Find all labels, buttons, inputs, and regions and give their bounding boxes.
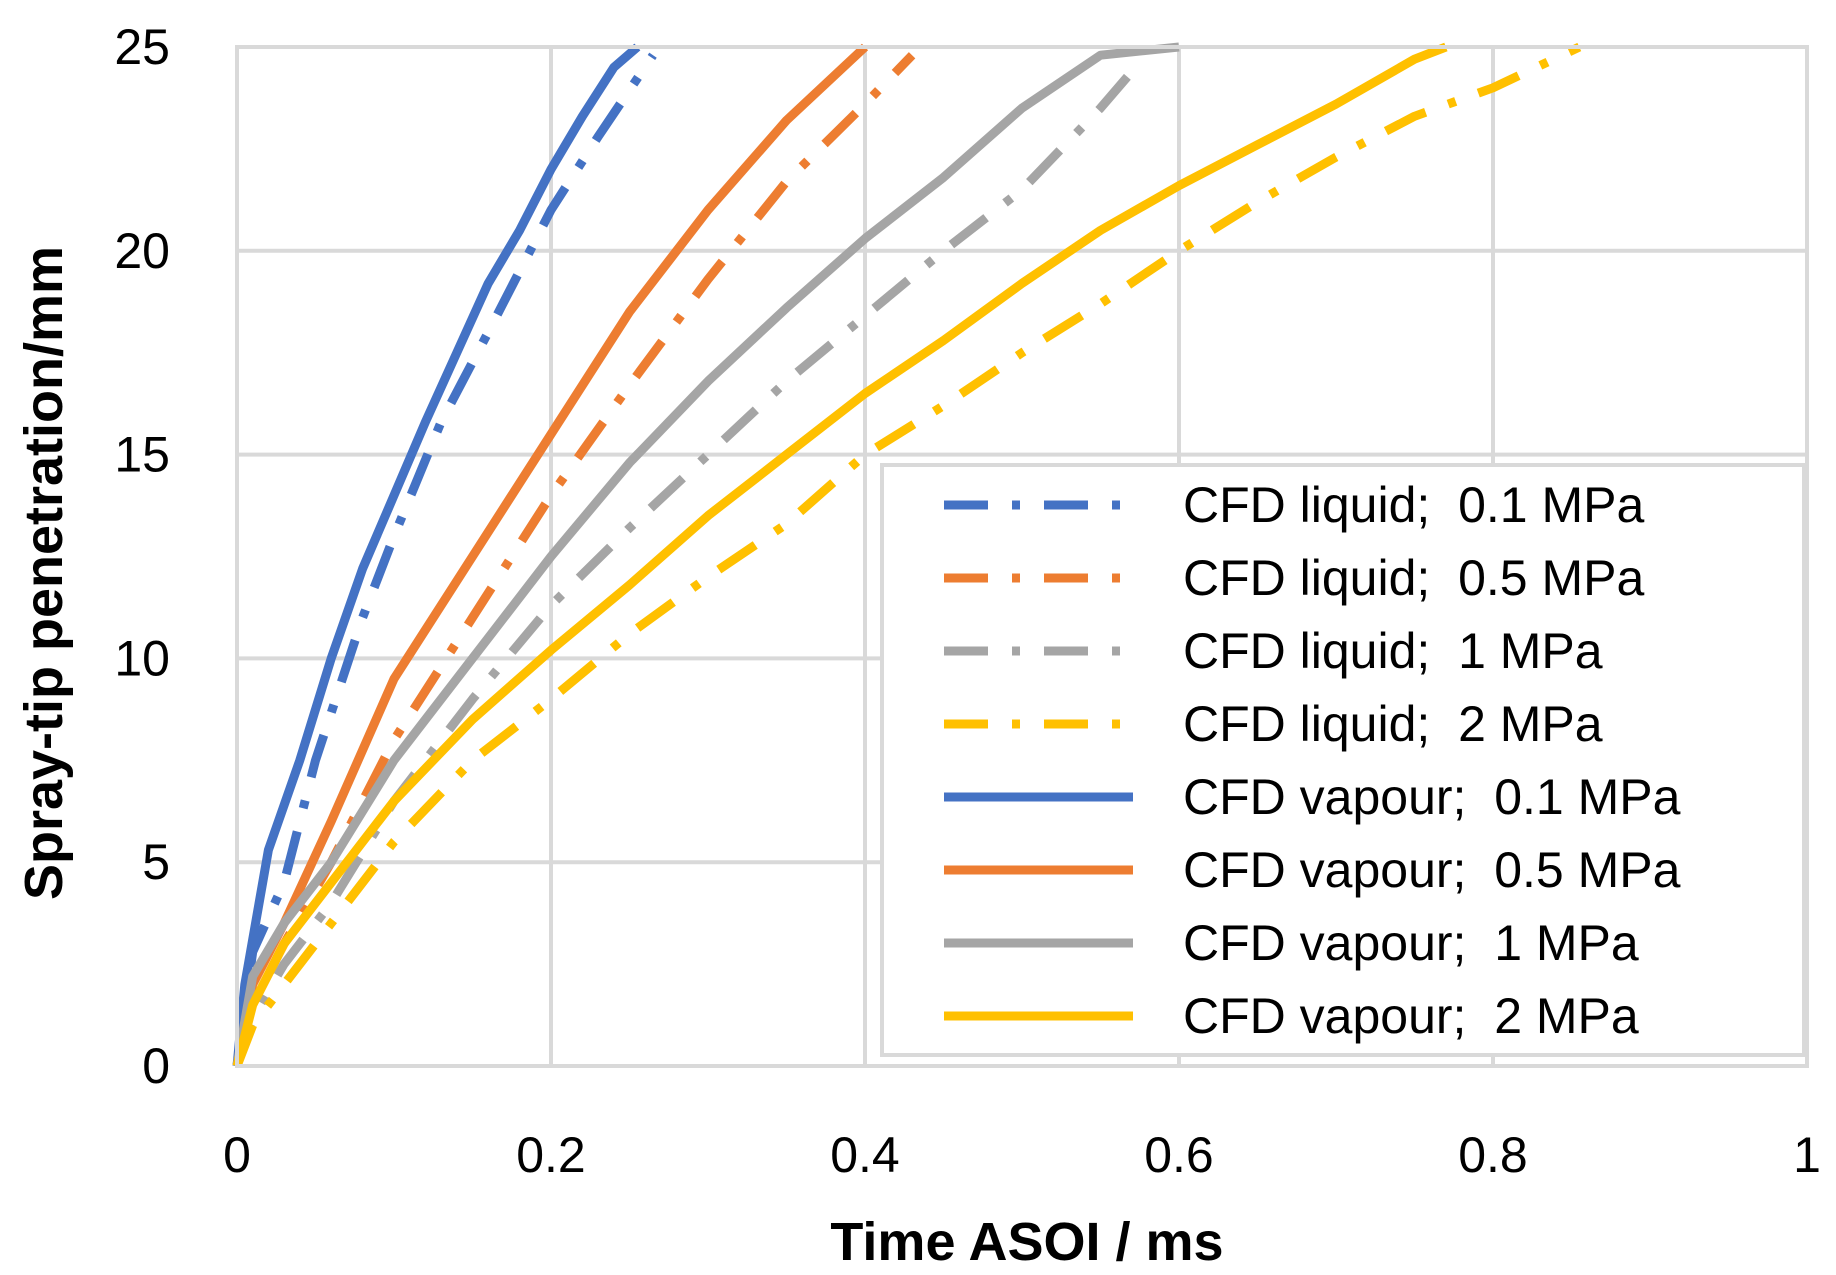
legend-label-7: CFD vapour; 1 MPa — [1183, 915, 1639, 971]
legend-label-8: CFD vapour; 2 MPa — [1183, 988, 1639, 1044]
x-tick-label: 0 — [223, 1127, 251, 1183]
plot-area-border — [235, 45, 1809, 1068]
x-tick-label: 0.6 — [1144, 1127, 1214, 1183]
series-line-5 — [232, 43, 641, 1067]
x-tick-label: 0.8 — [1458, 1127, 1528, 1183]
y-tick-label: 10 — [114, 630, 170, 686]
series-line-8 — [232, 42, 1448, 1068]
series-line-4 — [232, 42, 1582, 1068]
y-tick-label: 20 — [114, 223, 170, 279]
series-line-7 — [232, 42, 1180, 1067]
y-axis-title: Spray-tip penetration/mm — [14, 246, 74, 900]
x-tick-label: 0.2 — [516, 1127, 586, 1183]
legend-label-5: CFD vapour; 0.1 MPa — [1183, 769, 1681, 825]
legend-label-6: CFD vapour; 0.5 MPa — [1183, 842, 1681, 898]
legend-label-3: CFD liquid; 1 MPa — [1183, 623, 1603, 679]
axes: 0 5 10 15 20 25 0 0.2 0.4 0.6 0.8 1 — [114, 19, 1821, 1183]
series-line-3 — [232, 68, 1136, 1068]
legend-label-1: CFD liquid; 0.1 MPa — [1183, 477, 1644, 533]
y-tick-label: 25 — [114, 19, 170, 75]
x-tick-label: 0.4 — [830, 1127, 900, 1183]
x-tick-label: 1 — [1793, 1127, 1821, 1183]
x-axis-title: Time ASOI / ms — [830, 1212, 1223, 1272]
legend: CFD liquid; 0.1 MPa CFD liquid; 0.5 MPa CF… — [880, 463, 1806, 1057]
y-tick-label: 0 — [142, 1038, 170, 1094]
series-lines — [232, 42, 1582, 1068]
legend-box — [880, 463, 1806, 1057]
legend-label-2: CFD liquid; 0.5 MPa — [1183, 550, 1644, 606]
y-tick-label: 15 — [114, 427, 170, 483]
y-tick-label: 5 — [142, 834, 170, 890]
legend-label-4: CFD liquid; 2 MPa — [1183, 696, 1603, 752]
